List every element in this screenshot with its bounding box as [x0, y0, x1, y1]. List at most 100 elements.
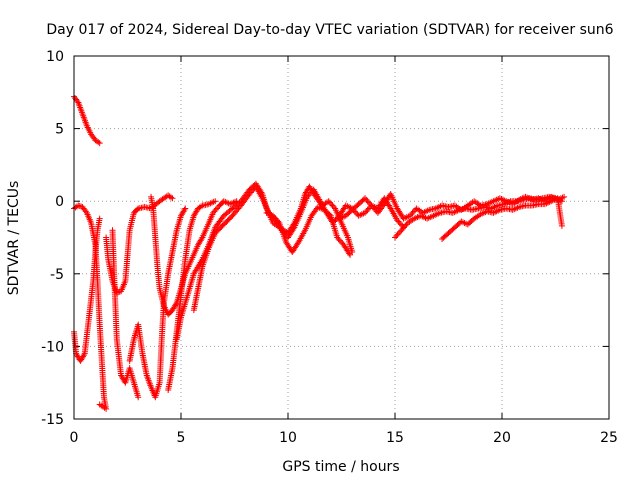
data-point [172, 301, 179, 308]
series-track-8 [165, 198, 219, 393]
y-tick-label: 0 [55, 194, 64, 210]
data-point [96, 215, 103, 222]
y-tick-label: 10 [46, 49, 64, 65]
data-point [305, 192, 312, 199]
data-point [247, 189, 254, 196]
series-track-14 [439, 195, 565, 242]
data-point [334, 234, 341, 241]
data-point [210, 209, 217, 216]
data-point [409, 209, 416, 216]
y-axis-label: SDTVAR / TECUs [6, 181, 22, 296]
chart-title: Day 017 of 2024, Sidereal Day-to-day VTE… [46, 22, 613, 38]
data-point [561, 193, 568, 200]
data-point [392, 234, 398, 241]
data-point [399, 225, 406, 232]
data-point [326, 199, 333, 206]
data-point [272, 215, 279, 222]
data-point [362, 209, 369, 216]
data-point [395, 230, 402, 237]
data-point [95, 139, 102, 146]
x-tick-label: 15 [386, 430, 404, 446]
data-point [396, 219, 403, 226]
data-point [410, 208, 417, 215]
grid-lines [74, 56, 609, 419]
data-point [397, 228, 404, 235]
y-tick-label: -5 [50, 267, 64, 283]
data-point [275, 218, 282, 225]
data-point [365, 205, 372, 212]
data-point [558, 198, 565, 205]
data-point [330, 204, 337, 211]
data-point [168, 194, 175, 201]
data-point [369, 204, 376, 211]
data-point [558, 222, 565, 229]
data-point [353, 209, 360, 216]
data-point [394, 231, 401, 238]
x-tick-labels: 0 5 10 15 20 25 [70, 430, 618, 446]
data-point [212, 198, 219, 205]
series-track-4 [103, 192, 176, 296]
data-point [398, 227, 405, 234]
x-tick-label: 10 [279, 430, 297, 446]
data-point [394, 217, 401, 224]
data-point [336, 237, 343, 244]
data-point [212, 206, 219, 213]
data-point [329, 202, 336, 209]
data-point [271, 214, 278, 221]
x-tick-label: 20 [493, 430, 511, 446]
data-point [364, 206, 371, 213]
data-point [134, 206, 141, 213]
series-track-5 [109, 227, 142, 401]
data-point [198, 235, 205, 242]
series-track-13 [392, 193, 565, 241]
data-point [328, 201, 335, 208]
x-axis-label: GPS time / hours [282, 459, 399, 475]
data-point [368, 202, 375, 209]
series-track-3 [71, 202, 110, 412]
x-tick-label: 0 [70, 430, 79, 446]
data-point [246, 190, 253, 197]
data-point [96, 140, 103, 147]
data-point [74, 98, 81, 105]
data-point [335, 235, 342, 242]
data-point [332, 217, 339, 224]
data-point [197, 203, 204, 210]
data-point [393, 233, 400, 240]
x-tick-label: 25 [600, 430, 618, 446]
data-point [403, 221, 410, 228]
y-tick-labels: -15 -10 -5 0 5 10 [41, 49, 64, 428]
data-point [135, 394, 142, 401]
data-point [306, 190, 313, 197]
data-point [400, 224, 407, 231]
data-point [211, 208, 218, 215]
data-point [402, 222, 409, 229]
data-point [96, 401, 103, 408]
series-track-1 [71, 93, 103, 147]
y-tick-label: -10 [41, 339, 64, 355]
data-point [213, 205, 220, 212]
data-point [249, 188, 256, 195]
data-point [395, 218, 402, 225]
data-point [408, 211, 415, 218]
data-point [182, 205, 189, 212]
data-point [397, 221, 404, 228]
data-point [181, 206, 188, 213]
data-point [371, 205, 378, 212]
data-point [169, 195, 176, 202]
data-point [363, 208, 370, 215]
data-point [82, 208, 89, 215]
data-point [347, 251, 354, 258]
data-point [363, 196, 370, 203]
data-point [365, 199, 372, 206]
data-point [386, 204, 393, 211]
data-point [325, 198, 332, 205]
data-point [270, 212, 277, 219]
data-point [80, 352, 87, 359]
data-point [364, 198, 371, 205]
data-point [290, 225, 297, 232]
series-track-11 [263, 204, 354, 258]
data-point [406, 212, 413, 219]
data-point [294, 240, 301, 247]
data-point [346, 250, 353, 257]
